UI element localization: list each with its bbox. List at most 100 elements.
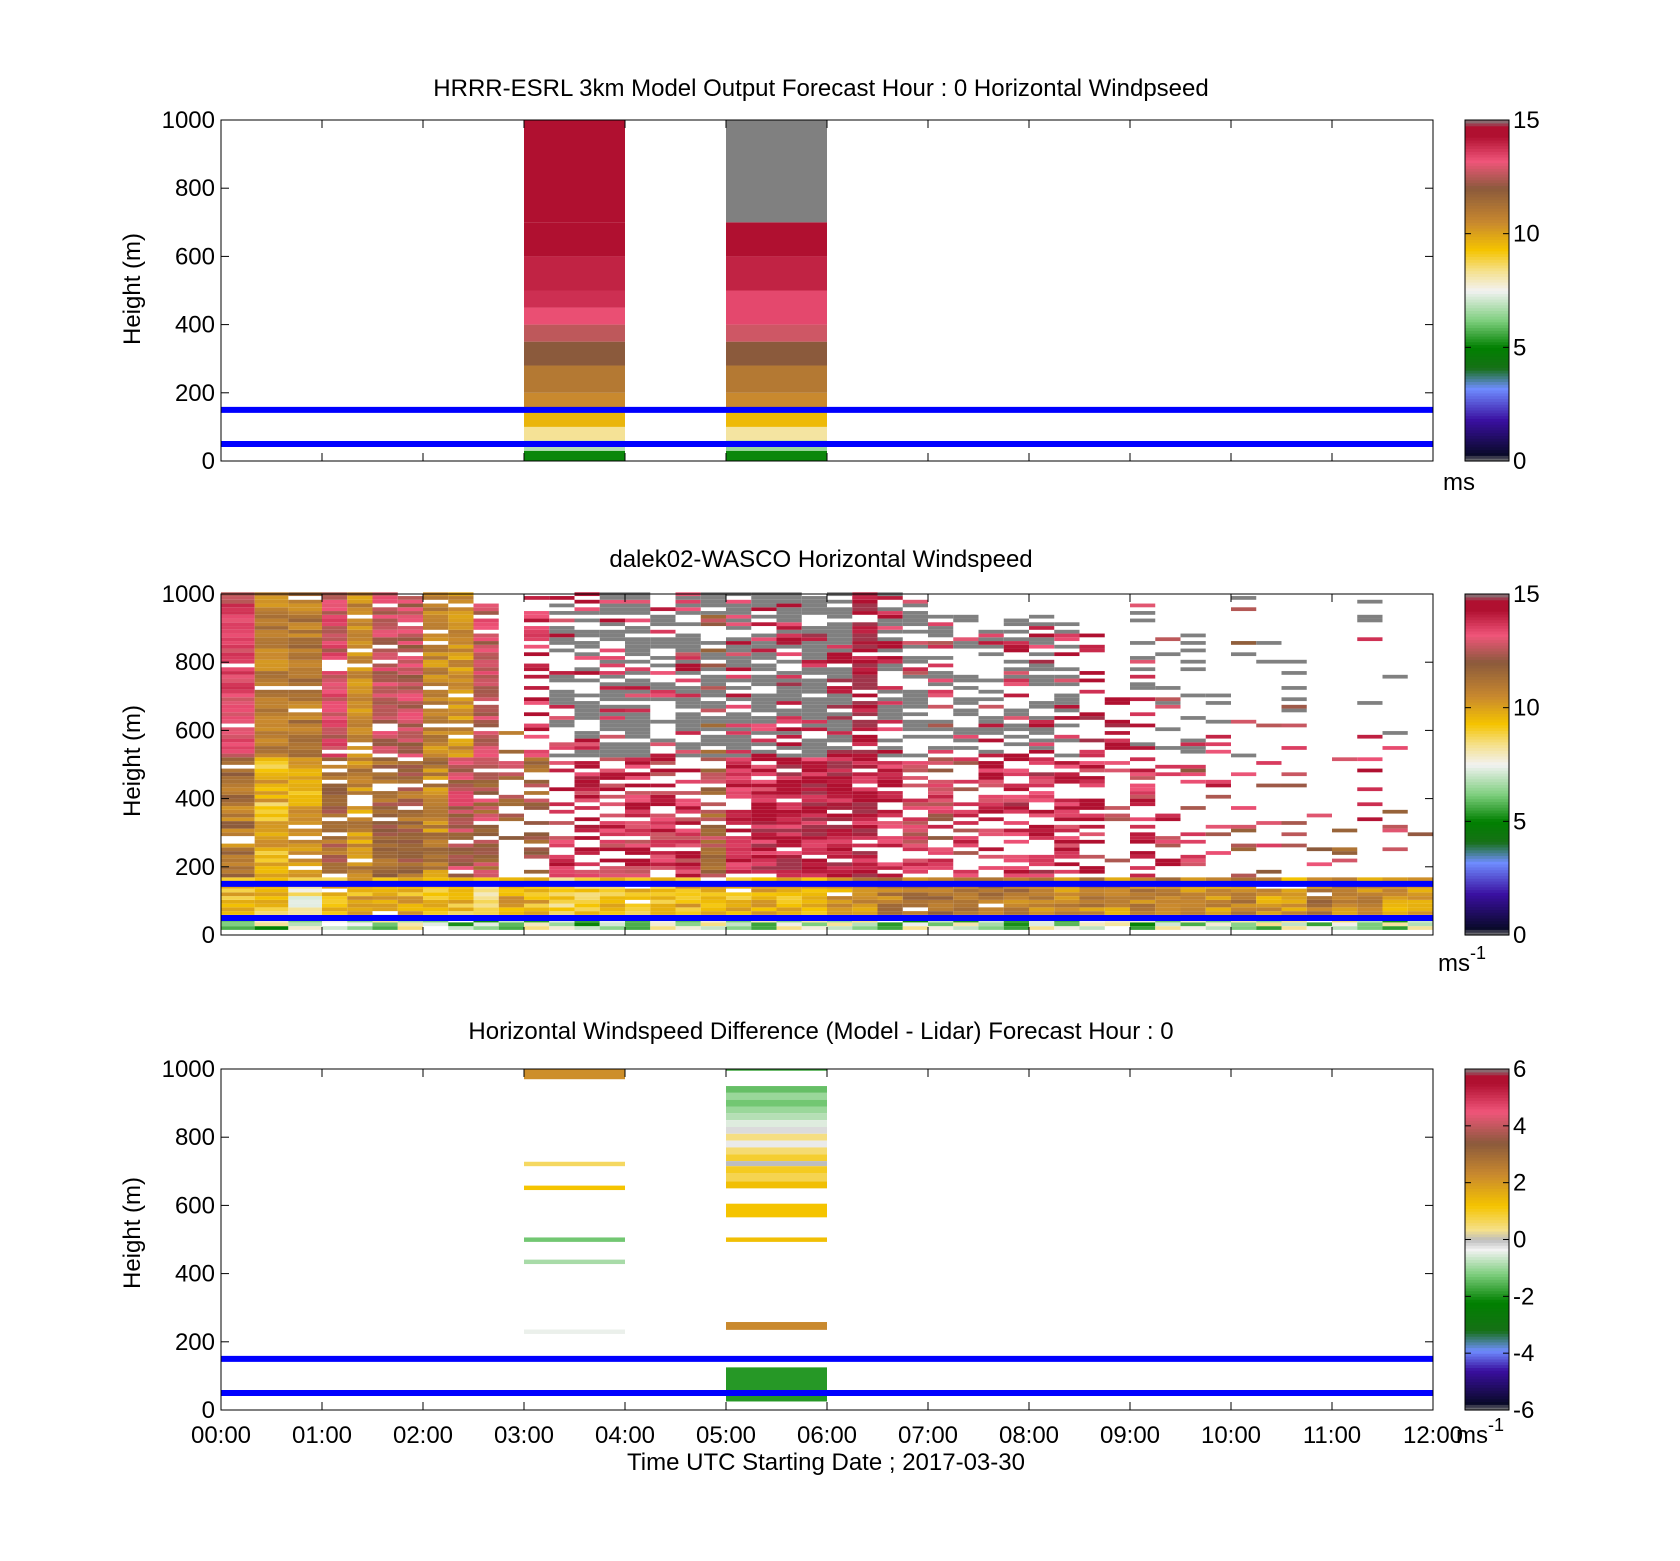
heatmap-cell (288, 629, 322, 634)
heatmap-cell (1306, 896, 1332, 900)
heatmap-cell (827, 611, 853, 615)
heatmap-cell (423, 757, 449, 762)
heatmap-cell (524, 854, 550, 859)
heatmap-cell (423, 866, 449, 870)
heatmap-cell (726, 783, 752, 788)
heatmap-cell (322, 828, 348, 833)
heatmap-cell (801, 678, 827, 683)
heatmap-cell (1054, 847, 1080, 852)
heatmap-cell (978, 761, 1004, 765)
heatmap-cell (852, 742, 878, 747)
heatmap-cell (1357, 907, 1383, 912)
heatmap-cell (1205, 892, 1231, 897)
colorbar-swatch (1465, 367, 1509, 371)
heatmap-cell (726, 659, 752, 664)
heatmap-cell (322, 704, 348, 709)
colorbar-swatch (1465, 872, 1509, 876)
heatmap-cell (852, 644, 878, 649)
colorbar-swatch (1465, 1159, 1509, 1164)
heatmap-cell (372, 663, 398, 668)
heatmap-cell (852, 824, 878, 829)
heatmap-cell (776, 772, 802, 777)
heatmap-cell (877, 776, 903, 780)
heatmap-cell (473, 813, 499, 818)
heatmap-cell (288, 794, 322, 799)
heatmap-cell (751, 652, 777, 657)
heatmap-cell (524, 686, 550, 690)
heatmap-cell (372, 734, 398, 739)
heatmap-cell (902, 618, 928, 623)
heatmap-cell (1205, 701, 1231, 705)
heatmap-cell (254, 779, 289, 784)
colorbar-swatch (1465, 1230, 1509, 1235)
heatmap-cell (1054, 723, 1080, 728)
colorbar-swatch (1465, 1151, 1509, 1155)
heatmap-cell (372, 693, 398, 698)
heatmap-cell (978, 719, 1004, 724)
heatmap-cell (902, 798, 928, 803)
heatmap-cell (700, 742, 726, 747)
heatmap-cell (675, 697, 701, 702)
heatmap-cell (675, 809, 701, 814)
heatmap-cell (347, 667, 373, 672)
heatmap-cell (1054, 892, 1080, 897)
heatmap-cell (254, 712, 289, 717)
heatmap-cell (1003, 742, 1029, 747)
colorbar-swatch (1465, 279, 1509, 283)
heatmap-cell (726, 911, 752, 915)
heatmap-cell (473, 652, 499, 657)
heatmap-cell (288, 611, 322, 615)
heatmap-cell (599, 599, 625, 604)
heatmap-cell (473, 641, 499, 645)
heatmap-cell (473, 719, 499, 724)
heatmap-cell (776, 836, 802, 840)
colorbar-swatch (1465, 168, 1509, 172)
heatmap-cell (1130, 768, 1156, 773)
heatmap-cell (751, 772, 777, 777)
colorbar-swatch (1465, 219, 1509, 223)
heatmap-cell (776, 764, 802, 769)
heatmap-cell (928, 809, 954, 814)
heatmap-cell (1332, 851, 1358, 855)
heatmap-cell (448, 697, 474, 702)
x-axis-label: Time UTC Starting Date ; 2017-03-30 (627, 1449, 1025, 1476)
heatmap-cell (221, 791, 255, 795)
heatmap-cell (700, 907, 726, 912)
colorbar-swatch (1465, 838, 1509, 842)
heatmap-cell (448, 907, 474, 912)
heatmap-cell (700, 772, 726, 777)
heatmap-cell (498, 798, 524, 803)
heatmap-cell (1003, 768, 1029, 773)
heatmap-cell (801, 611, 827, 615)
colorbar-swatch (1465, 1074, 1509, 1079)
heatmap-cell (726, 693, 752, 698)
heatmap-cell (448, 753, 474, 758)
heatmap-cell (827, 888, 853, 893)
heatmap-cell (1180, 899, 1206, 904)
heatmap-cell (1155, 772, 1181, 777)
heatmap-cell (347, 689, 373, 694)
heatmap-cell (322, 926, 348, 930)
heatmap-cell (322, 738, 348, 743)
heatmap-cell (1256, 922, 1282, 927)
x-tick-labels: 00:00 01:00 02:00 03:00 04:00 05:00 06:00 07:00… (191, 1422, 1463, 1449)
heatmap-cell (599, 659, 625, 664)
heatmap-cell (1003, 896, 1029, 900)
heatmap-cell (1231, 892, 1257, 897)
heatmap-cell (1029, 926, 1055, 930)
heatmap-cell (347, 611, 373, 615)
colorbar-swatch (1465, 250, 1509, 255)
heatmap-cell (549, 626, 575, 630)
heatmap-cell (448, 731, 474, 735)
heatmap-cell (599, 607, 625, 612)
heatmap-cell (221, 611, 255, 615)
heatmap-cell (827, 869, 853, 874)
heatmap-cell (675, 858, 701, 863)
colorbar-swatch (1465, 1384, 1509, 1388)
heatmap-cell (776, 599, 802, 604)
heatmap-cell (675, 862, 701, 867)
colorbar-swatch (1465, 134, 1509, 138)
heatmap-cell (423, 903, 449, 908)
heatmap-cell (700, 836, 726, 840)
heatmap-cell (801, 877, 827, 882)
